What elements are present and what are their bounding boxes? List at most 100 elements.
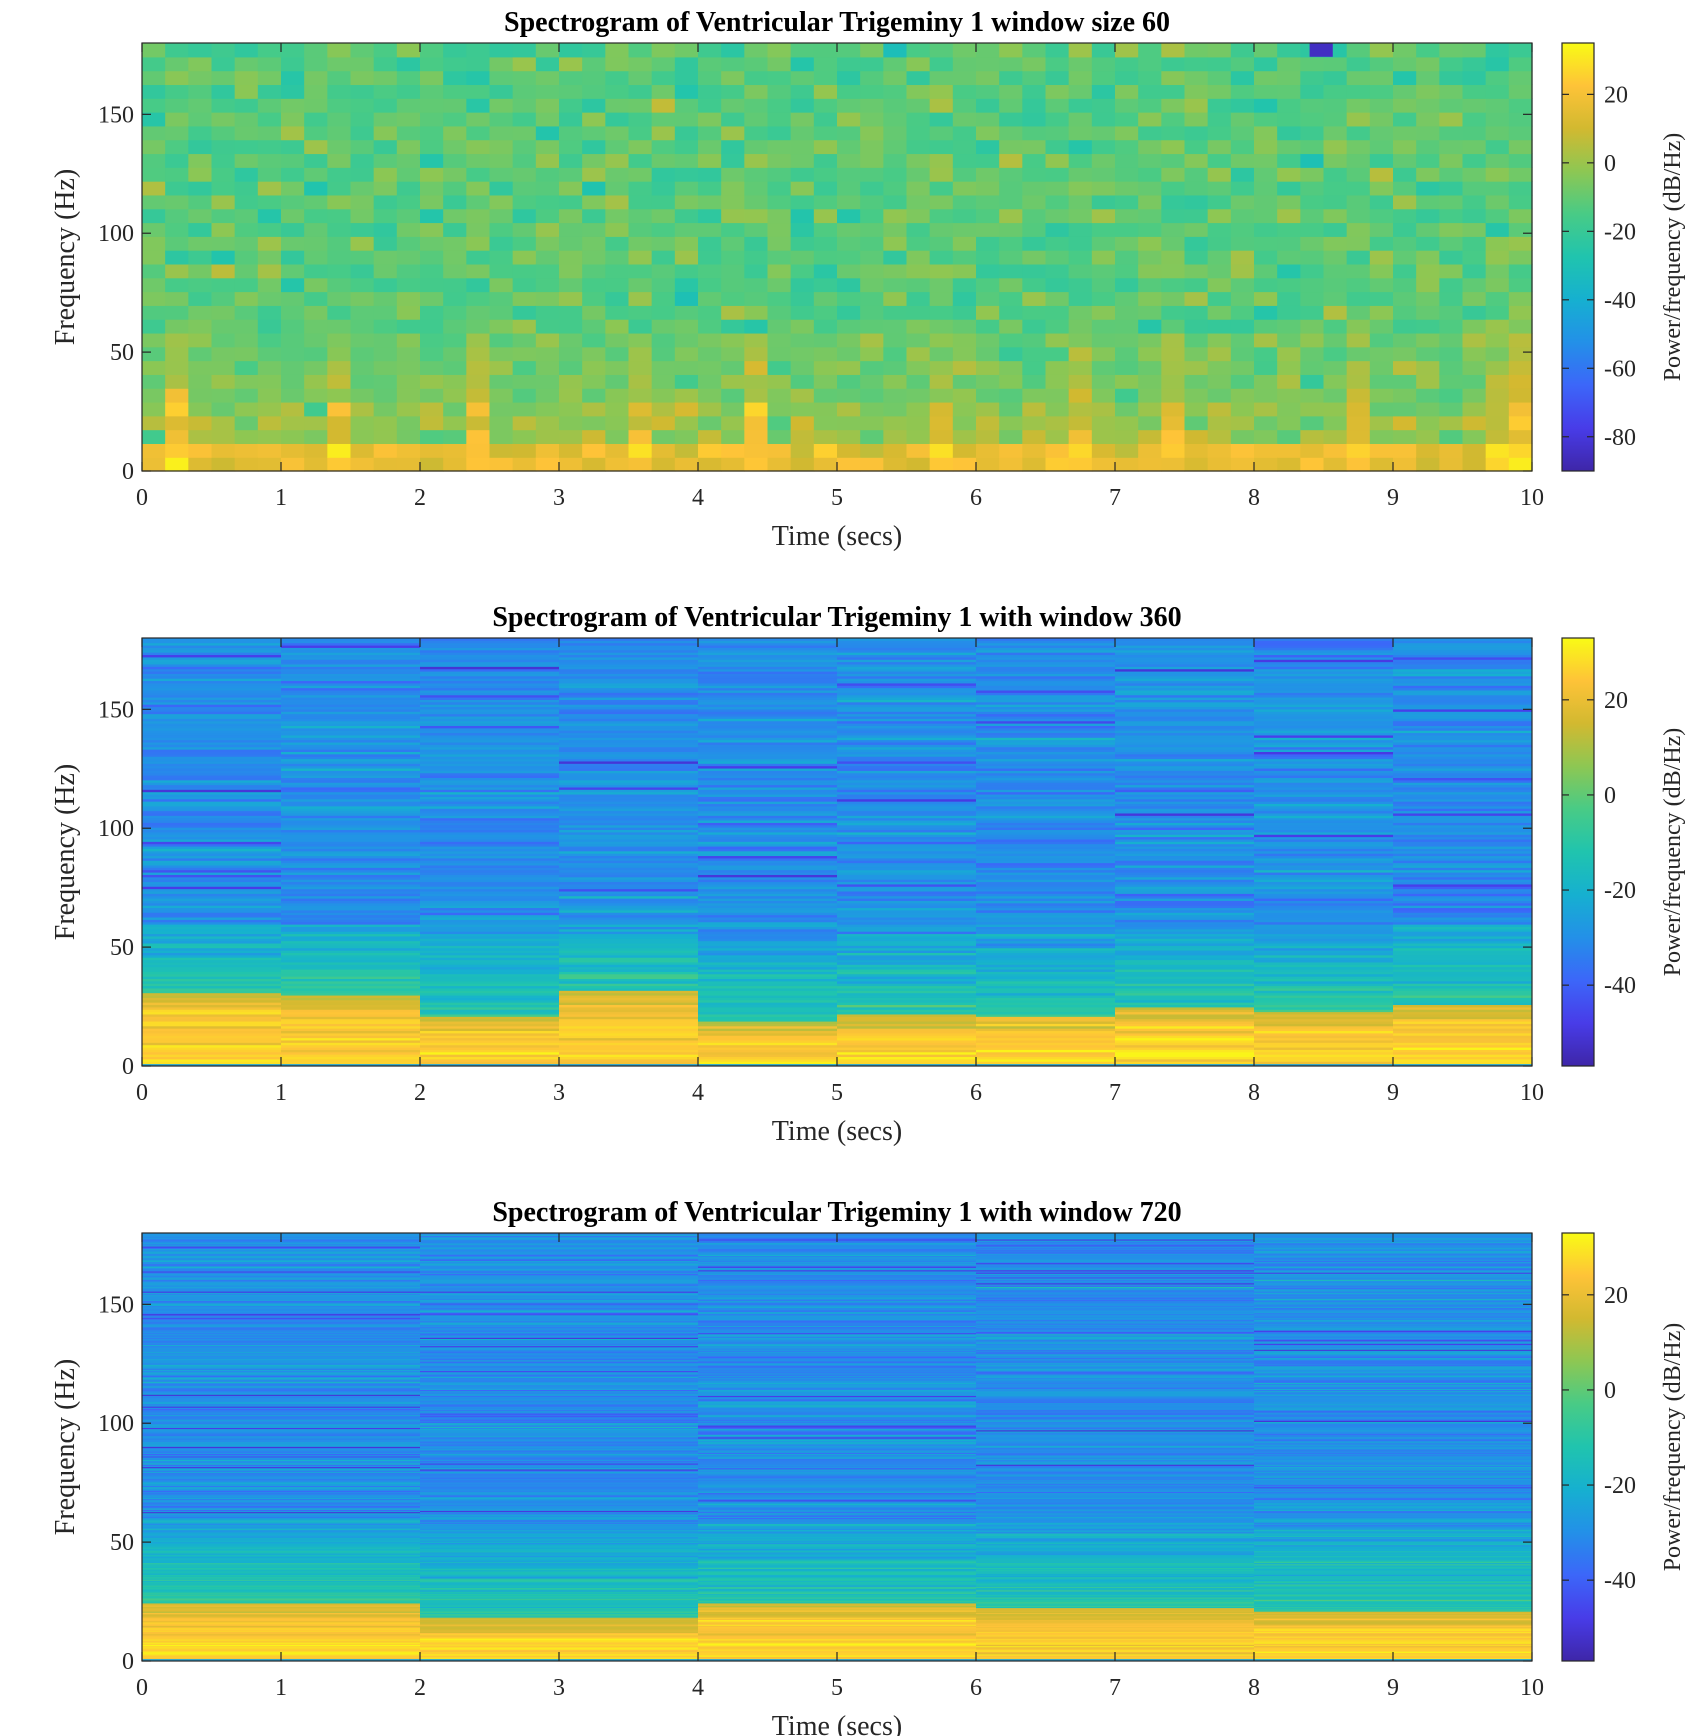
heatmap-band <box>1254 961 1394 965</box>
heatmap-band <box>420 1574 699 1577</box>
heatmap-cell <box>1254 70 1278 86</box>
time-segment <box>559 638 699 1067</box>
heatmap-band <box>1115 718 1255 722</box>
heatmap-cell <box>304 181 328 196</box>
heatmap-band <box>420 1338 699 1341</box>
heatmap-band <box>976 1646 1255 1649</box>
heatmap-band <box>1115 692 1255 696</box>
heatmap-cell <box>1138 98 1162 113</box>
heatmap-band <box>976 1644 1255 1647</box>
heatmap-cell <box>535 236 560 251</box>
heatmap-band <box>142 1244 421 1247</box>
heatmap-cell <box>1022 98 1047 113</box>
heatmap-cell <box>1254 332 1278 348</box>
heatmap-band <box>1254 978 1394 982</box>
heatmap-band <box>976 891 1116 894</box>
heatmap-band <box>698 751 838 755</box>
heatmap-band <box>698 1257 977 1260</box>
heatmap-band <box>420 1455 699 1458</box>
heatmap-cell <box>188 388 213 403</box>
heatmap-cell <box>327 181 352 196</box>
heatmap-band <box>420 1610 699 1612</box>
heatmap-cell <box>1369 112 1394 127</box>
colorbar-tick-label: 0 <box>1604 783 1616 809</box>
heatmap-band <box>1393 824 1533 828</box>
heatmap-band <box>1254 933 1394 937</box>
x-tick-label: 1 <box>275 1080 287 1106</box>
heatmap-band <box>142 1248 421 1251</box>
heatmap-band <box>698 1353 977 1356</box>
heatmap-cell <box>1462 277 1487 293</box>
heatmap-cell <box>721 194 745 210</box>
heatmap-band <box>420 1361 699 1363</box>
heatmap-cell <box>698 346 722 362</box>
heatmap-band <box>1393 720 1533 724</box>
heatmap-band <box>976 898 1116 901</box>
heatmap-band <box>559 727 699 731</box>
heatmap-cell <box>744 263 769 279</box>
heatmap-cell <box>1300 70 1325 86</box>
heatmap-band <box>1393 786 1533 790</box>
heatmap-band <box>976 1615 1255 1618</box>
heatmap-cell <box>1022 360 1047 375</box>
heatmap-cell <box>327 305 352 320</box>
heatmap-cell <box>327 457 352 472</box>
heatmap-band <box>1393 1044 1533 1048</box>
heatmap-cell <box>698 236 722 251</box>
heatmap-band <box>281 1006 421 1010</box>
heatmap-band <box>698 1025 838 1029</box>
heatmap-band <box>698 659 838 663</box>
heatmap-band <box>420 652 560 656</box>
heatmap-cell <box>860 70 884 86</box>
heatmap-cell <box>535 222 560 237</box>
heatmap-band <box>837 957 977 961</box>
heatmap-band <box>142 1593 421 1596</box>
heatmap-cell <box>1138 208 1162 224</box>
heatmap-band <box>142 831 282 835</box>
heatmap-band <box>698 971 838 975</box>
heatmap-band <box>1254 664 1394 667</box>
heatmap-band <box>976 815 1116 819</box>
heatmap-cell <box>188 153 213 168</box>
heatmap-band <box>976 917 1116 920</box>
heatmap-band <box>837 976 977 979</box>
heatmap-band <box>420 1339 699 1342</box>
heatmap-band <box>1393 685 1533 689</box>
heatmap-cell <box>605 360 630 375</box>
heatmap-cell <box>1161 43 1186 58</box>
heatmap-band <box>142 1546 421 1548</box>
heatmap-cell <box>744 319 769 334</box>
heatmap-band <box>420 1576 699 1579</box>
heatmap-cell <box>1091 153 1116 168</box>
heatmap-band <box>142 1398 421 1401</box>
heatmap-band <box>420 744 560 748</box>
heatmap-cell <box>1346 277 1371 293</box>
heatmap-cell <box>1161 319 1186 334</box>
heatmap-band <box>142 1491 421 1494</box>
heatmap-cell <box>1508 332 1533 348</box>
heatmap-band <box>1393 990 1533 994</box>
heatmap-band <box>698 1535 977 1538</box>
heatmap-band <box>142 1527 421 1529</box>
heatmap-band <box>420 1429 699 1432</box>
heatmap-cell <box>1184 208 1209 224</box>
heatmap-band <box>1115 971 1255 975</box>
heatmap-band <box>698 1463 977 1465</box>
heatmap-cell <box>1462 291 1487 306</box>
heatmap-band <box>976 713 1116 717</box>
heatmap-cell <box>1346 194 1371 210</box>
heatmap-cell <box>883 401 908 417</box>
heatmap-band <box>698 803 838 807</box>
heatmap-cell <box>582 43 606 58</box>
heatmap-band <box>698 1438 977 1440</box>
heatmap-cell <box>1416 415 1440 431</box>
heatmap-band <box>142 1535 421 1538</box>
heatmap-band <box>420 786 560 790</box>
heatmap-band <box>837 1047 977 1050</box>
heatmap-cell <box>1230 167 1255 182</box>
heatmap-band <box>837 1002 977 1006</box>
heatmap-band <box>420 1362 699 1364</box>
heatmap-band <box>1254 926 1394 930</box>
heatmap-cell <box>837 125 861 141</box>
heatmap-band <box>142 1483 421 1485</box>
